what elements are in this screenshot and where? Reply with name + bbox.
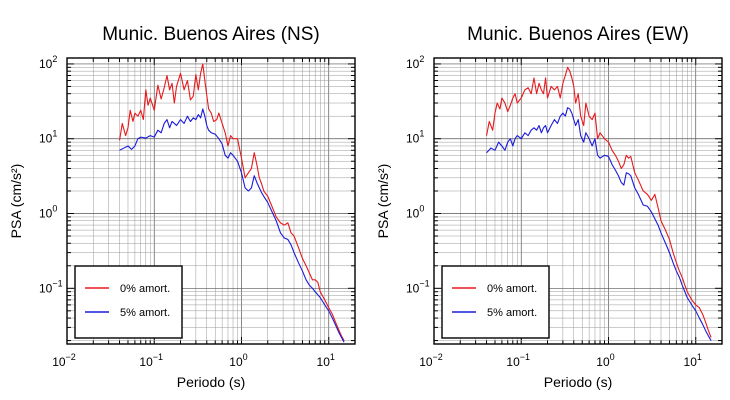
y-tick-label: 100 xyxy=(406,204,424,221)
y-tick-label: 100 xyxy=(39,204,57,221)
y-tick-label: 101 xyxy=(406,129,424,146)
x-tick-label: 10−1 xyxy=(139,352,163,369)
plot-frame xyxy=(66,57,356,345)
y-tick-label: 102 xyxy=(39,54,57,71)
x-tick-label: 10−2 xyxy=(52,352,76,369)
legend-label: 0% amort. xyxy=(487,283,537,295)
series-line-damping-5 xyxy=(119,108,345,343)
chart-ns: Munic. Buenos Aires (NS) 10−2 10−1 100 101 10… xyxy=(8,24,356,390)
y-axis-label: PSA (cm/s²) xyxy=(375,164,391,239)
legend-box xyxy=(74,265,183,339)
legend-box xyxy=(441,265,550,339)
chart-title: Munic. Buenos Aires (EW) xyxy=(467,24,689,45)
legend-label: 5% amort. xyxy=(120,307,170,319)
grid xyxy=(66,58,356,344)
series-line-damping-0 xyxy=(118,63,345,341)
y-tick-label: 101 xyxy=(39,129,57,146)
x-tick-label: 101 xyxy=(684,352,702,369)
legend-label: 5% amort. xyxy=(487,307,537,319)
x-tick-label: 100 xyxy=(596,352,614,369)
grid xyxy=(433,58,723,344)
chart-title: Munic. Buenos Aires (NS) xyxy=(102,24,320,45)
series-line-damping-5 xyxy=(486,107,712,341)
series-line-damping-0 xyxy=(485,66,712,338)
y-tick-label: 102 xyxy=(406,54,424,71)
x-tick-label: 101 xyxy=(317,352,335,369)
legend: 0% amort. 5% amort. xyxy=(441,265,550,339)
x-tick-label: 100 xyxy=(229,352,247,369)
chart-ew: Munic. Buenos Aires (EW) 10−2 10−1 100 101 10… xyxy=(375,24,723,390)
legend: 0% amort. 5% amort. xyxy=(74,265,183,339)
legend-label: 0% amort. xyxy=(120,283,170,295)
x-tick-label: 10−2 xyxy=(419,352,443,369)
y-axis-label: PSA (cm/s²) xyxy=(8,164,24,239)
x-axis-label: Periodo (s) xyxy=(544,374,612,390)
x-tick-label: 10−1 xyxy=(506,352,530,369)
y-tick-label: 10−1 xyxy=(406,278,430,295)
x-axis-label: Periodo (s) xyxy=(177,374,245,390)
y-tick-label: 10−1 xyxy=(39,278,63,295)
plot-frame xyxy=(433,57,723,345)
